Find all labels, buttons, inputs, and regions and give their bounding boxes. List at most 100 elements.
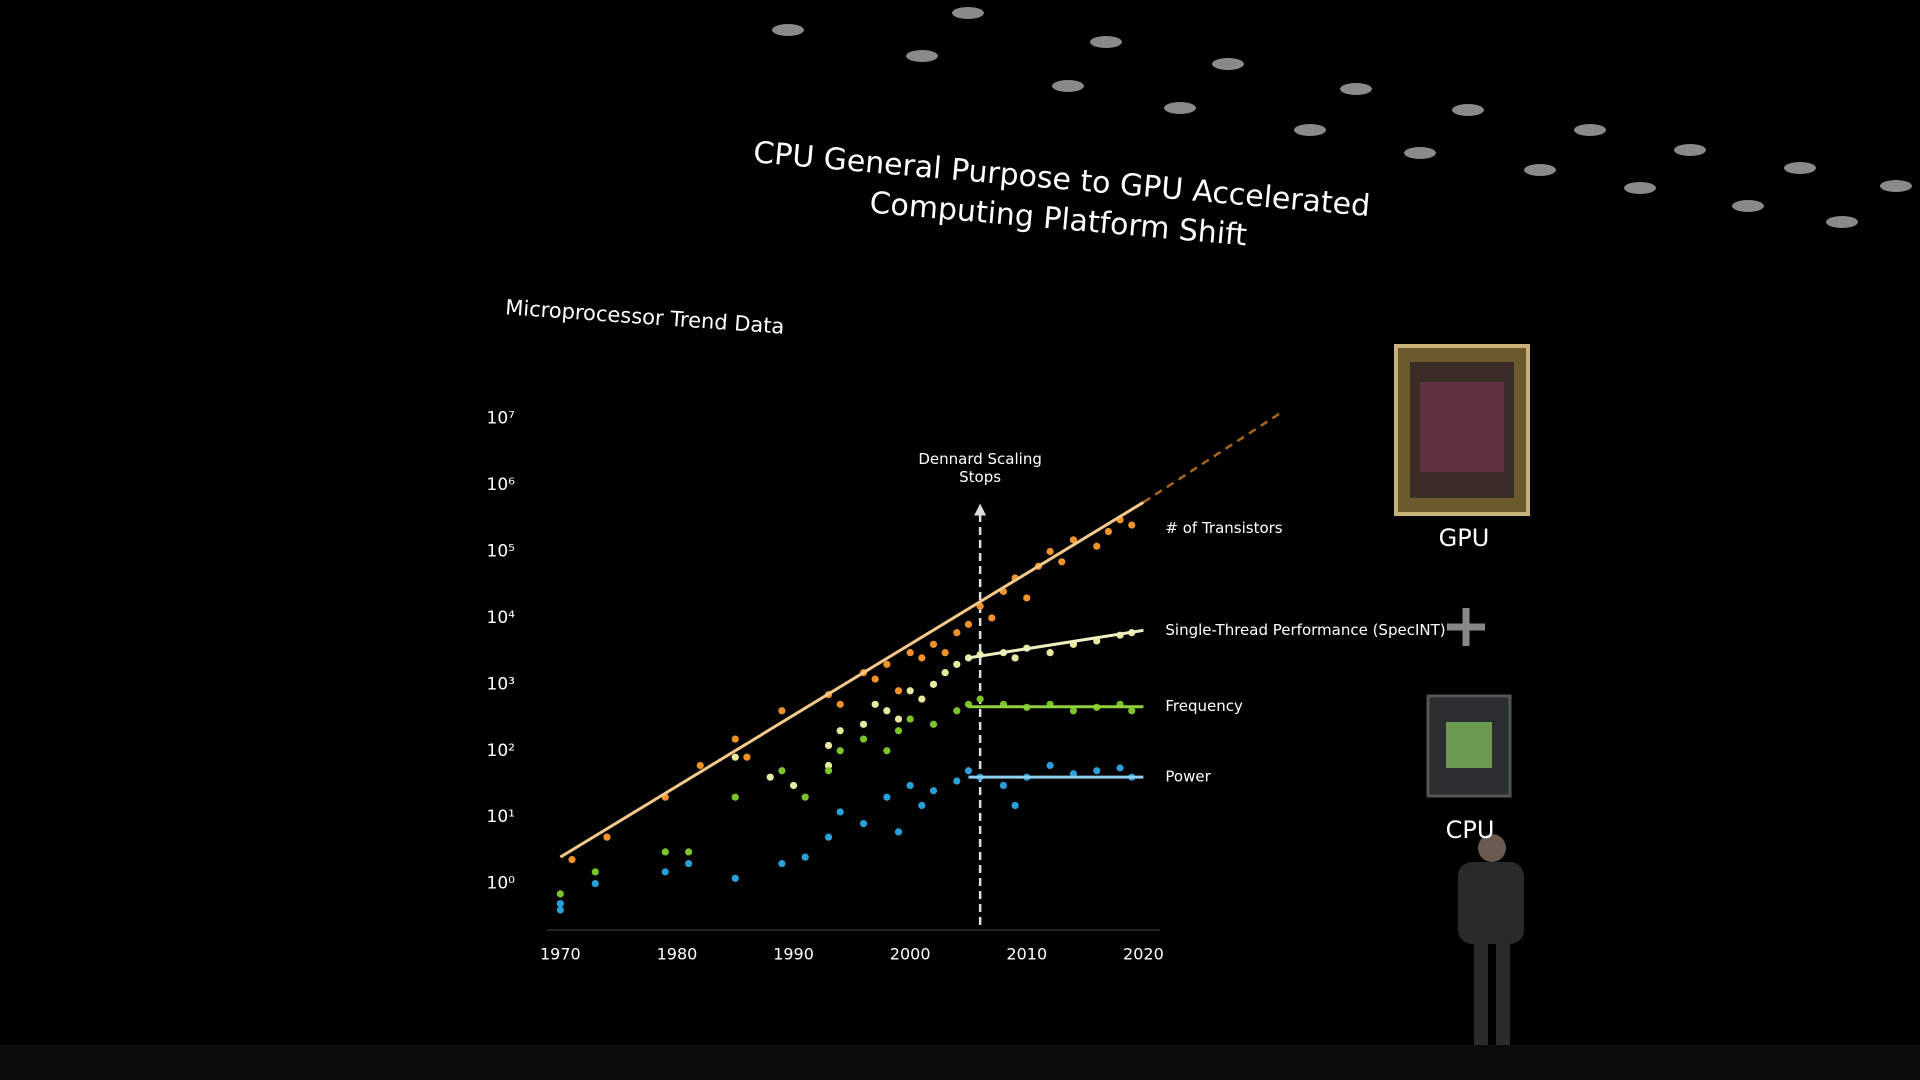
point	[824, 741, 833, 750]
point	[731, 793, 739, 801]
point	[801, 793, 809, 801]
annotation: Dennard Scaling Stops	[918, 449, 1042, 486]
point	[1046, 761, 1054, 770]
point	[824, 767, 833, 775]
point	[696, 761, 704, 770]
point	[836, 747, 844, 755]
y-tick-label: 10⁰	[487, 874, 516, 894]
point	[1011, 801, 1019, 810]
point	[964, 767, 973, 775]
x-tick-label: 1970	[540, 945, 581, 964]
point	[778, 767, 786, 775]
point	[883, 747, 891, 755]
point	[743, 753, 751, 761]
point	[1023, 594, 1031, 602]
y-tick-label: 10⁵	[487, 542, 515, 562]
point	[906, 649, 914, 657]
point	[801, 853, 809, 861]
stage-floor	[0, 1045, 1920, 1080]
point	[556, 890, 564, 898]
point	[918, 801, 926, 810]
trend-extension	[1142, 410, 1285, 504]
point	[731, 874, 739, 882]
point	[836, 808, 844, 816]
point	[999, 781, 1008, 790]
point	[953, 707, 961, 715]
point	[883, 793, 891, 801]
presenter	[1458, 834, 1524, 1050]
point	[591, 879, 599, 888]
point	[894, 828, 903, 836]
point	[918, 695, 926, 703]
point	[929, 720, 938, 728]
trend-line	[968, 628, 1144, 660]
legend-label: Frequency	[1165, 697, 1243, 715]
point	[766, 773, 774, 781]
point	[1128, 707, 1136, 715]
annotation-arrow	[974, 503, 987, 516]
x-tick-label: 1980	[657, 945, 698, 964]
point	[603, 833, 611, 841]
point	[1104, 527, 1113, 536]
point	[1069, 770, 1078, 778]
point	[953, 629, 961, 637]
trend-line	[559, 501, 1145, 859]
point	[988, 614, 996, 622]
legend-label: # of Transistors	[1165, 519, 1282, 537]
point	[1058, 558, 1066, 566]
y-tick-label: 10⁴	[487, 608, 516, 628]
cpu-chip	[1426, 694, 1512, 798]
point	[789, 781, 798, 790]
point	[1069, 707, 1078, 715]
point	[685, 848, 693, 856]
point	[894, 727, 903, 735]
point	[894, 715, 903, 723]
point	[556, 899, 564, 908]
point	[906, 687, 914, 695]
point	[556, 906, 564, 914]
point	[941, 649, 949, 657]
point	[731, 753, 739, 761]
point	[906, 715, 914, 723]
point	[731, 735, 739, 743]
point	[953, 660, 961, 668]
point	[953, 777, 961, 785]
point	[906, 781, 914, 790]
point	[883, 660, 891, 668]
point	[778, 707, 786, 715]
point	[1116, 764, 1124, 772]
point	[836, 727, 844, 735]
point	[859, 720, 868, 728]
point	[859, 735, 868, 743]
x-tick-label: 2020	[1123, 945, 1164, 964]
point	[894, 687, 903, 695]
point	[883, 707, 891, 715]
point	[929, 640, 938, 648]
point	[1011, 654, 1019, 662]
point	[1093, 767, 1101, 775]
point	[661, 848, 669, 856]
x-tick-label: 2000	[890, 945, 931, 964]
y-tick-label: 10³	[487, 674, 515, 694]
point	[918, 654, 926, 662]
point	[685, 859, 693, 868]
point	[824, 761, 833, 770]
gpu-chip	[1394, 344, 1530, 516]
x-tick-label: 2010	[1006, 945, 1047, 964]
point	[1046, 547, 1054, 556]
plus-sign	[1447, 608, 1485, 646]
y-tick-label: 10⁶	[487, 475, 516, 495]
point	[1093, 542, 1101, 550]
point	[929, 680, 938, 688]
x-tick-label: 1990	[773, 945, 814, 964]
point	[824, 833, 833, 841]
legend-label: Single-Thread Performance (SpecINT)	[1165, 621, 1445, 639]
point	[836, 700, 844, 708]
point	[1046, 649, 1054, 657]
point	[661, 868, 669, 876]
point	[929, 787, 938, 795]
side-label: GPU	[1438, 524, 1490, 552]
side-label: CPU	[1445, 816, 1495, 844]
point	[1069, 536, 1078, 544]
